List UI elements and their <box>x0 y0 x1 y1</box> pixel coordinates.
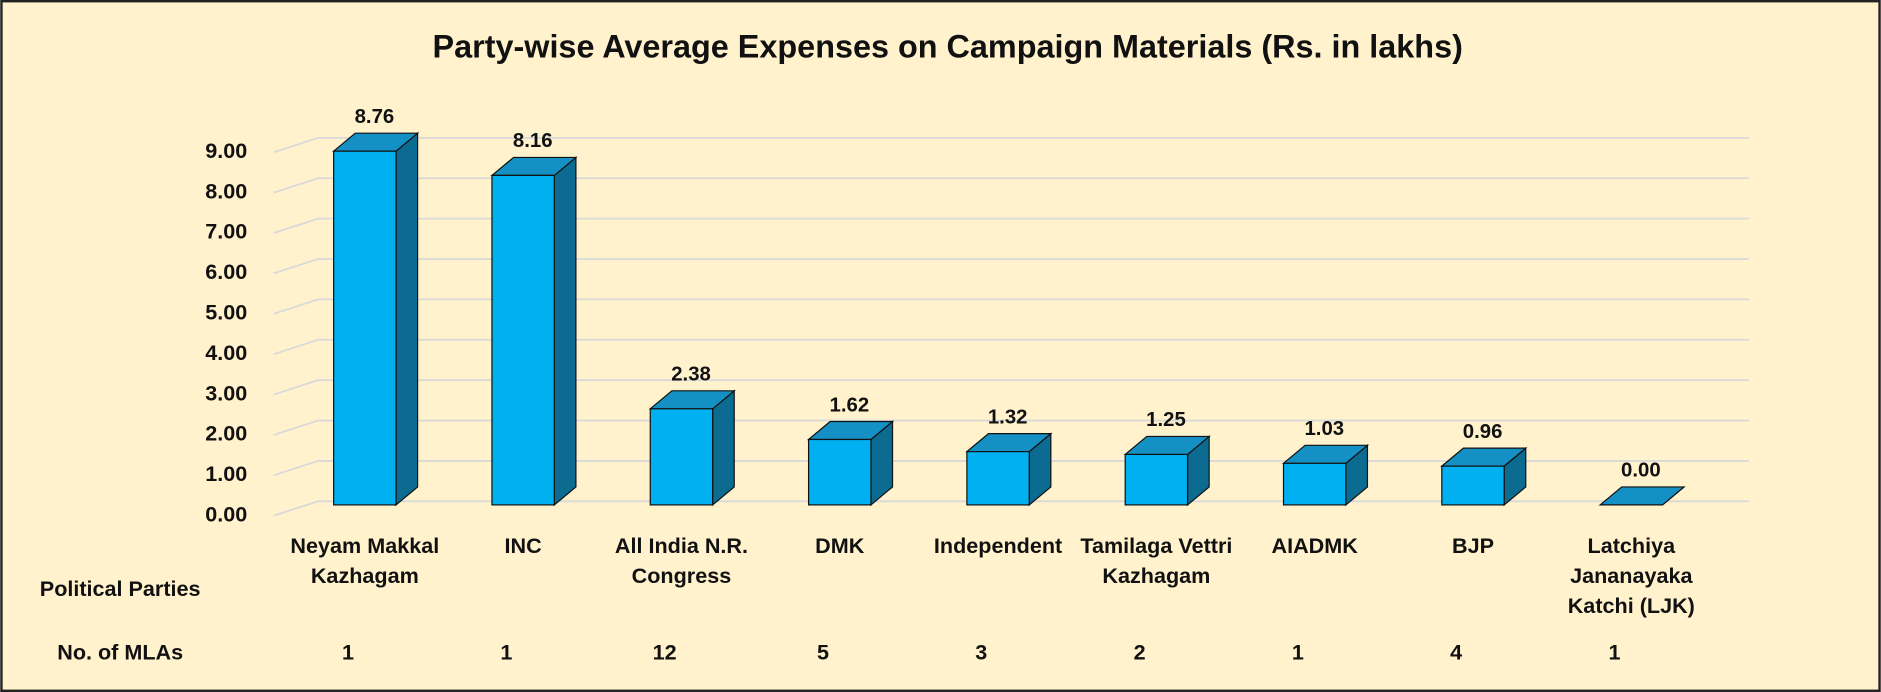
x-tick-label-box: All India N.R. Congress <box>614 533 749 588</box>
bar <box>1440 446 1528 507</box>
mla-count: 1 <box>500 639 512 664</box>
x-tick-label-box: Neyam Makkal Kazhagam <box>290 533 440 588</box>
bar-front <box>1441 465 1505 506</box>
bar <box>648 389 736 507</box>
bar <box>806 420 895 507</box>
x-tick-label-box: AIADMK <box>1271 533 1358 558</box>
value-label: 0.96 <box>1463 421 1503 443</box>
bar-side <box>712 389 735 507</box>
grid-line <box>273 419 1749 436</box>
chart-title: Party-wise Average Expenses on Campaign … <box>433 29 1463 65</box>
grid-line <box>273 217 1749 234</box>
y-tick-label: 0.00 <box>205 501 247 526</box>
y-tick-label: 7.00 <box>205 219 247 244</box>
value-label: 0.00 <box>1621 460 1661 482</box>
bar-front <box>1282 462 1347 506</box>
mla-count: 3 <box>975 639 987 664</box>
value-label: 1.03 <box>1304 418 1344 440</box>
value-label: 1.32 <box>988 406 1028 428</box>
value-label: 8.76 <box>355 106 395 128</box>
x-tick-label-box: Latchiya Jananayaka Katchi (LJK) <box>1567 533 1695 618</box>
bar-front <box>807 438 872 506</box>
value-label: 8.16 <box>513 130 553 152</box>
y-tick-label: 5.00 <box>205 300 247 325</box>
grid-line <box>273 338 1749 356</box>
grid-line <box>273 379 1749 396</box>
value-label: 2.38 <box>671 364 711 386</box>
bar-front <box>333 150 397 506</box>
bar <box>1281 444 1370 507</box>
mla-count: 2 <box>1134 639 1146 664</box>
bar-front <box>1124 453 1189 506</box>
mla-count: 1 <box>1292 639 1304 664</box>
x-tick-label-box: DMK <box>815 533 865 558</box>
grid-line <box>273 136 1749 154</box>
grid-line <box>273 298 1749 315</box>
value-label: 1.62 <box>830 394 870 416</box>
bar-side <box>553 156 577 507</box>
grid-line <box>273 177 1749 194</box>
y-tick-label: 1.00 <box>205 461 247 486</box>
x-tick-label: All India N.R. Congress <box>614 533 749 588</box>
x-tick-label: Independent <box>933 533 1063 558</box>
bar-front <box>491 174 555 506</box>
x-tick-label: AIADMK <box>1271 533 1358 558</box>
mla-count: 4 <box>1450 639 1462 664</box>
x-tick-label: BJP <box>1451 533 1494 558</box>
bar <box>490 156 578 507</box>
x-tick-label: Neyam Makkal Kazhagam <box>290 533 440 588</box>
bar-front <box>649 408 714 506</box>
mla-count: 5 <box>817 639 829 664</box>
bar-top <box>1598 486 1686 506</box>
y-tick-label: 6.00 <box>205 259 247 284</box>
x-tick-label-box: Independent <box>933 533 1063 558</box>
grid-line <box>273 500 1749 517</box>
y-tick-label: 8.00 <box>205 178 247 203</box>
x-tick-label: Latchiya Jananayaka Katchi (LJK) <box>1567 533 1695 618</box>
mla-count: 1 <box>1609 639 1621 664</box>
y-tick-label: 9.00 <box>205 138 247 163</box>
mla-count: 1 <box>342 639 354 664</box>
bar-side <box>395 131 419 507</box>
bar <box>1598 486 1686 506</box>
grid-line <box>273 460 1749 477</box>
y-tick-label: 4.00 <box>205 340 247 365</box>
grid-line <box>273 258 1749 275</box>
bar <box>965 432 1053 507</box>
y-tick-label: 2.00 <box>205 421 247 446</box>
x-axis-label: Political Parties <box>40 576 201 601</box>
mla-count: 12 <box>653 639 677 664</box>
bar <box>1123 435 1211 507</box>
row-label: No. of MLAs <box>57 639 183 664</box>
bar <box>331 131 420 507</box>
x-tick-label-box: BJP <box>1451 533 1494 558</box>
x-tick-label-box: INC <box>504 533 542 558</box>
x-tick-label-box: Tamilaga Vettri Kazhagam <box>1080 533 1233 588</box>
x-tick-label: INC <box>504 533 542 558</box>
x-tick-label: DMK <box>815 533 865 558</box>
bar-front <box>966 451 1030 506</box>
y-tick-label: 3.00 <box>205 380 247 405</box>
value-label: 1.25 <box>1146 409 1186 431</box>
x-tick-label: Tamilaga Vettri Kazhagam <box>1080 533 1233 588</box>
